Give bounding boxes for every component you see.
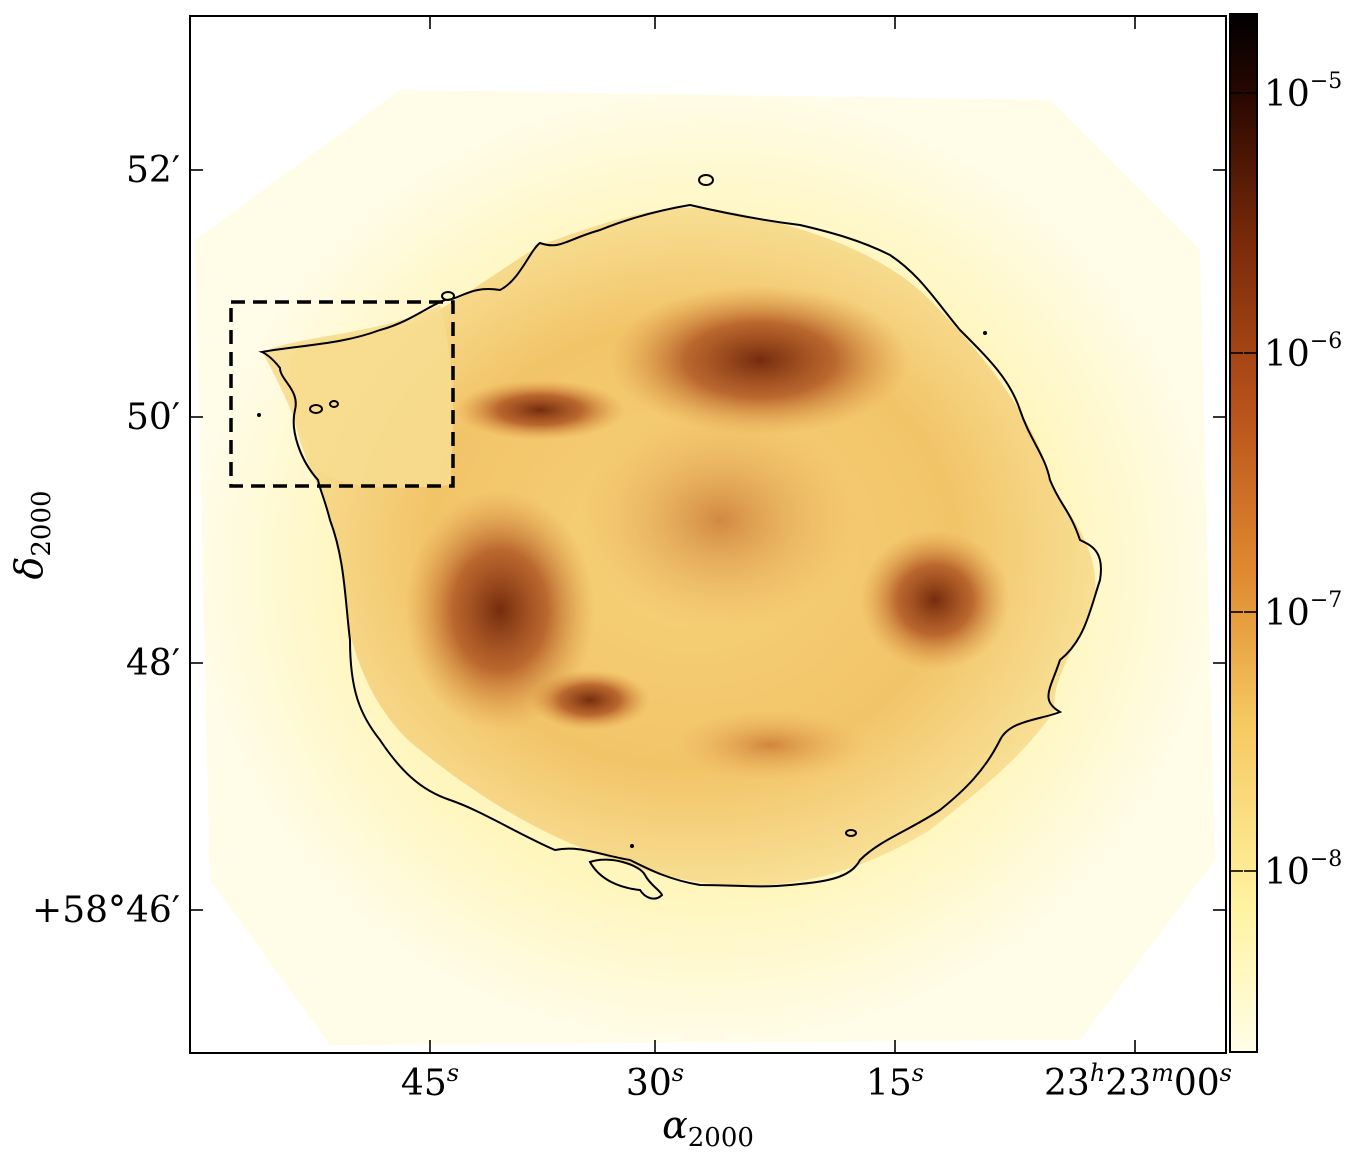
x-tick-label-30s: 30s [626,1059,684,1104]
point-source [257,413,261,417]
y-axis-title: δ2000 [7,490,57,579]
contour-island [588,858,664,900]
image-area [190,16,1226,1053]
x-tick-label-15s: 15s [866,1059,924,1104]
x-axis-title: α2000 [662,1103,754,1153]
region-box [229,300,455,488]
clump-south [675,710,865,780]
y-tick-label-48: 48′ [126,643,180,684]
colorbar-gradient [1230,14,1257,1052]
clump-southwest [530,670,650,730]
clump-north [610,285,910,435]
colorbar: 10−5 10−6 10−7 10−8 [1229,13,1342,1053]
contour-island [329,400,339,408]
x-tick-label-45s: 45s [401,1059,459,1104]
colorbar-tick-1e-5: 10−5 [1264,69,1342,115]
x-tick-label-23h23m00s: 23h23m00s [1044,1059,1232,1104]
clump-northwest [455,380,625,440]
point-source [983,331,987,335]
colorbar-tick-1e-6: 10−6 [1264,329,1342,375]
y-tick-label-52: 52′ [126,150,180,191]
western-knot [262,305,453,488]
remnant-contour [258,203,1102,888]
ticks [190,16,1226,1053]
colorbar-frame [1229,13,1258,1053]
y-tick-label-46: +58°46′ [32,890,180,931]
clump-east [860,530,1010,670]
contour-island [698,174,714,186]
y-tick-label-50: 50′ [126,397,180,438]
plot-frame [189,15,1227,1054]
contour-island [441,291,455,301]
point-source [630,844,634,848]
contour-island [845,829,857,837]
clump-center [580,410,860,630]
contour-island [309,404,323,414]
colorbar-tick-1e-8: 10−8 [1264,847,1342,893]
clump-west [405,490,595,730]
colorbar-tick-1e-7: 10−7 [1264,588,1342,634]
